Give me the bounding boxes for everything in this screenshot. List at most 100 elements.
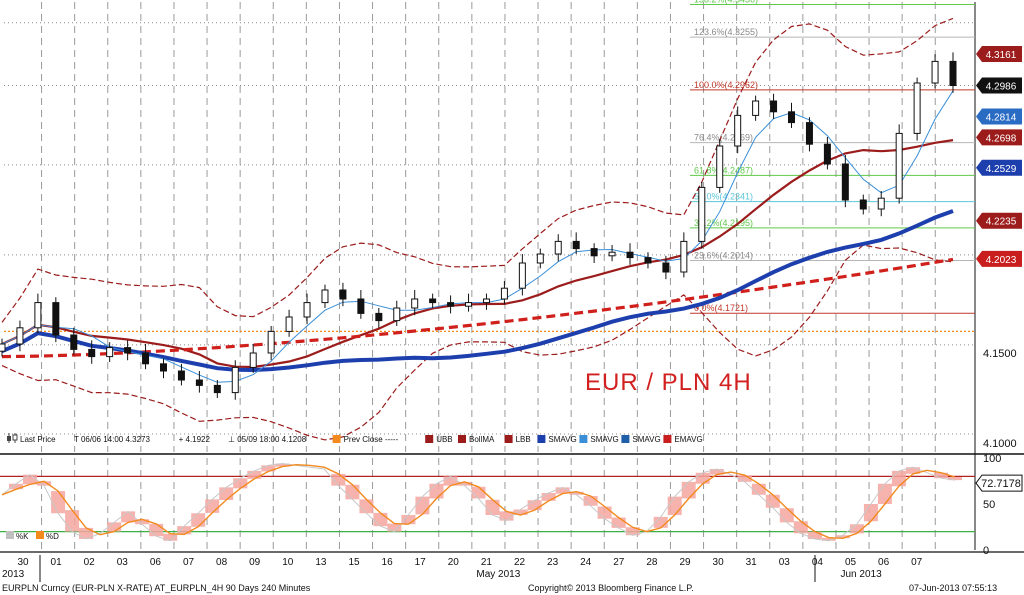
grid-lines [0,2,1024,553]
candle-body [267,330,275,354]
candle-body [321,289,329,304]
date-tick-label: 10 [282,557,294,568]
legend-swatch [537,435,546,443]
candle-body [680,240,688,273]
legend-label: Last Price [20,435,56,444]
footer-security: EURPLN Curncy (EUR-PLN X-RATE) AT_EURPLN… [2,583,311,593]
candle-body [913,82,921,134]
price-axis-label: 4.1500 [983,348,1017,360]
candle-body [626,251,634,259]
candle-body [770,100,778,113]
candle-body [88,348,96,358]
price-tags: 4.3161 4.2986 4.2814 4.2698 4.2529 4.2235 4.20… [976,46,1022,267]
candle-body [52,302,60,336]
candle-body [159,363,167,372]
candle-body [500,287,508,300]
date-tick-label: 03 [779,557,791,568]
candle-body [429,298,437,304]
price-tag [976,159,1022,176]
legend-swatch [663,435,672,443]
fib-label: 61.8%(4.2487) [694,165,753,175]
fibonacci-levels: 138.2%(4.3436) 123.6%(4.3255) 100.0%(4.296… [690,0,975,314]
lower-bollinger-band [1,244,954,441]
candle-body [465,302,473,307]
footer: EURPLN Curncy (EUR-PLN X-RATE) AT_EURPLN… [2,583,997,593]
legend-swatch [425,435,434,443]
candle-body [447,302,455,307]
legend-swatch [504,435,513,443]
candle-body [70,334,78,350]
price-tag [976,77,1022,94]
stoch-axis-label: 50 [983,499,995,511]
candle-body [698,186,706,242]
price-tag-label: 4.2023 [986,255,1017,266]
month-label: May 2013 [476,569,520,580]
candle-body [411,298,419,309]
date-tick-label: 31 [746,557,758,568]
candle-body [644,257,652,264]
price-tag [976,108,1022,125]
chart-legend: Last Price T 06/06 14:00 4.3273 + 4.1922 ⊥ … [7,433,703,444]
price-tag-label: 4.2814 [986,112,1017,123]
price-tag-label: 4.3161 [986,50,1017,61]
date-tick-label: 07 [911,557,923,568]
price-axis: 4.1500 4.1000 [983,348,1017,450]
fib-label: 100.0%(4.2962) [694,80,758,90]
candle-body [931,60,939,84]
date-tick-label: 13 [315,557,327,568]
fib-label: 0.0%(4.1721) [694,303,748,313]
candle-body [285,316,293,332]
legend-label: Prev Close ----- [344,435,399,444]
candle-body [375,312,383,322]
legend-label: SMAVG [590,435,618,444]
stoch-k-line [1,462,956,542]
legend-swatch [621,435,630,443]
stoch-legend-label: %K [16,532,29,541]
date-tick-label: 27 [613,557,625,568]
price-tag [976,250,1022,267]
price-tag-label: 4.2235 [986,217,1017,228]
stoch-legend-label: %D [46,532,59,541]
candle-body [213,384,221,394]
fib-label: 50.0%(4.2341) [694,192,753,202]
candle-body [734,114,742,147]
price-tag-label: 4.2986 [986,82,1017,93]
legend-label: SMAVG [632,435,660,444]
date-tick-label: 09 [249,557,261,568]
candle-body [752,100,760,116]
candle-body [554,240,562,255]
bollinger-bands [1,17,954,441]
legend-swatch [332,435,341,443]
candle-body [949,60,957,87]
date-tick-label: 29 [679,557,691,568]
candle-body [16,327,24,345]
candle-body [895,132,903,199]
legend-label: UBB [436,435,452,444]
date-tick-label: 20 [448,557,460,568]
date-tick-label: 23 [547,557,559,568]
legend-swatch [7,436,11,441]
candle-body [788,111,796,124]
date-axis: 30 01 02 03 06 07 08 09 10 13 15 16 17 20 21 22 23 24 27 28… [2,555,923,582]
stoch-axis-label: 0 [983,545,989,557]
candle-body [0,343,6,352]
price-tag-label: 4.2698 [986,133,1017,144]
footer-timestamp: 07-Jun-2013 07:55:13 [909,583,997,593]
bollinger-middle-line [1,139,954,369]
candle-body [339,289,347,300]
candle-body [841,163,849,201]
date-tick-label: 30 [17,557,29,568]
date-tick-label: 17 [415,557,427,568]
date-tick-label: 22 [514,557,526,568]
candle-body [518,262,526,289]
price-tag [976,46,1022,63]
candle-body [859,199,867,210]
candle-body [823,143,831,165]
date-tick-label: 02 [84,557,96,568]
stochastic-panel: 100 50 0 72.7178 %K %D [0,453,1023,557]
candle-body [177,370,185,381]
candle-body [303,302,311,318]
legend-label: LBB [516,435,531,444]
candle-body [34,302,42,329]
candle-body [393,307,401,322]
